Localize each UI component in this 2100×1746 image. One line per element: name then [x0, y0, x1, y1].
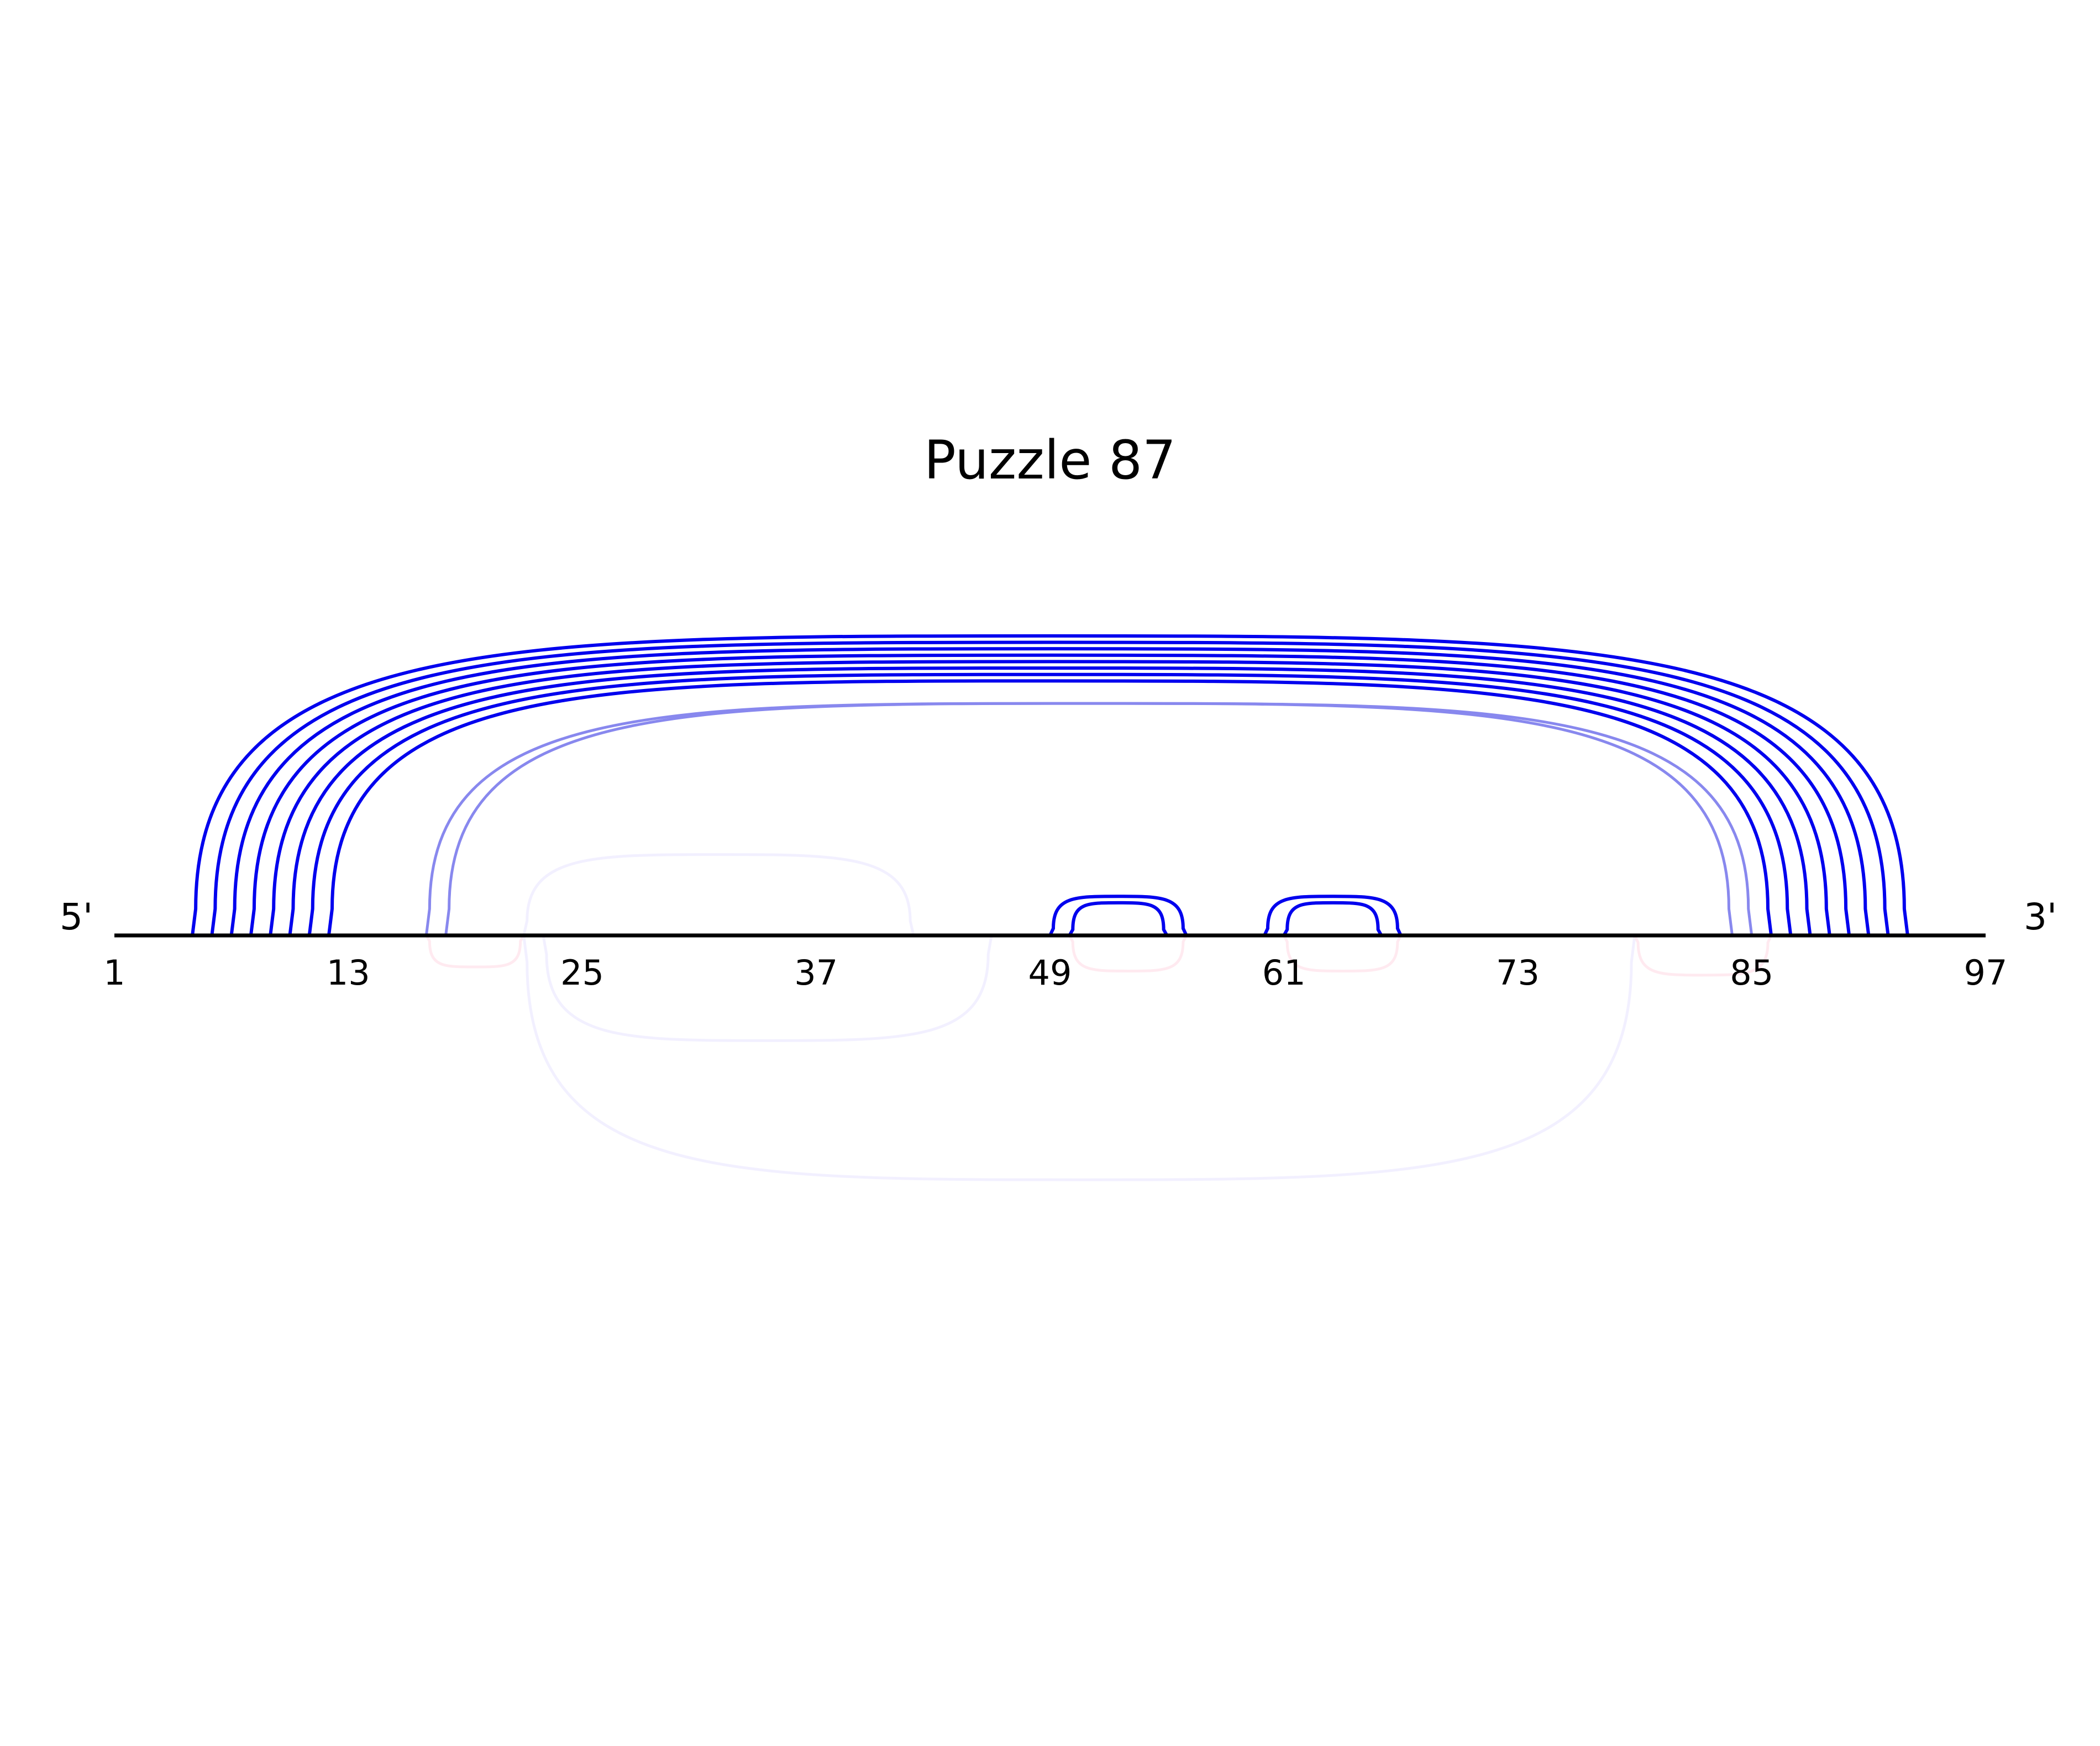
base-pair-arc — [1633, 934, 1773, 977]
base-pair-arc — [1068, 901, 1169, 937]
base-pair-arc — [522, 853, 915, 936]
tick-label: 49 — [1028, 953, 1072, 993]
base-pair-arc — [444, 702, 1754, 936]
base-pair-arc — [1048, 895, 1188, 937]
three-prime-label: 3' — [2024, 896, 2057, 938]
base-pair-arc — [1282, 901, 1383, 937]
base-pair-arc — [1068, 934, 1188, 972]
tick-label: 37 — [794, 953, 838, 993]
tick-label: 61 — [1262, 953, 1306, 993]
base-pair-arc — [425, 934, 525, 969]
base-pair-arc — [191, 634, 1909, 936]
base-pair-arc — [210, 640, 1890, 936]
base-pair-arc — [307, 672, 1793, 936]
tick-label: 97 — [1964, 953, 2008, 993]
base-pair-arc — [542, 935, 993, 1042]
position-ticks: 1 13 25 37 49 61 73 85 97 — [103, 953, 2007, 993]
upper-arcs — [191, 634, 1909, 937]
base-pair-arc — [1263, 895, 1403, 937]
base-pair-arc — [327, 679, 1773, 936]
base-pair-arc — [229, 647, 1871, 936]
base-pair-arc — [424, 702, 1734, 936]
base-pair-arc — [1283, 934, 1403, 972]
base-pair-arc — [269, 660, 1831, 936]
tick-label: 13 — [327, 953, 370, 993]
diagram-title: Puzzle 87 — [924, 429, 1176, 491]
base-pair-arc — [249, 653, 1851, 936]
tick-label: 85 — [1730, 953, 1773, 993]
five-prime-label: 5' — [60, 896, 93, 938]
tick-label: 73 — [1496, 953, 1540, 993]
base-pair-arc — [522, 935, 1636, 1181]
lower-arcs — [425, 934, 1773, 1181]
tick-label: 1 — [103, 953, 125, 993]
base-pair-arc — [288, 666, 1812, 936]
tick-label: 25 — [560, 953, 604, 993]
